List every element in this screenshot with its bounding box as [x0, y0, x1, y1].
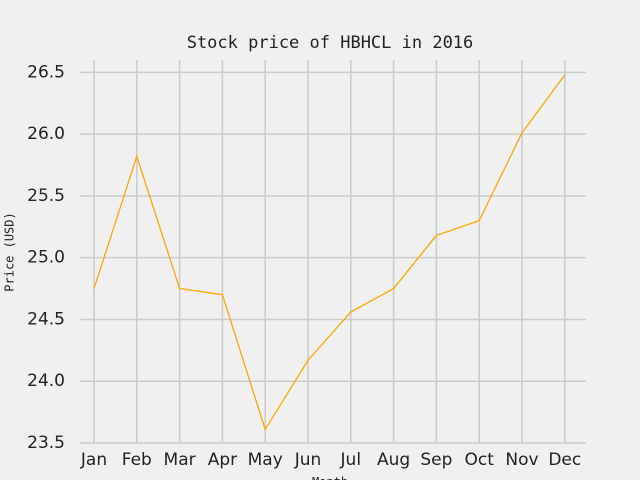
- x-tick-label: Feb: [122, 450, 152, 470]
- x-tick-label: Dec: [548, 450, 581, 470]
- x-tick-label: Aug: [377, 450, 410, 470]
- y-tick-label: 23.5: [27, 433, 65, 453]
- y-tick-label: 25.5: [27, 186, 65, 206]
- x-tick-label: May: [248, 450, 283, 470]
- x-tick-label: Oct: [464, 450, 494, 470]
- x-tick-label: Nov: [505, 450, 538, 470]
- y-tick-label: 26.0: [27, 124, 65, 144]
- y-axis-label: Price (USD): [3, 212, 17, 291]
- y-tick-label: 24.0: [27, 371, 65, 391]
- x-tick-label: Apr: [208, 450, 237, 470]
- x-tick-label: Jun: [294, 450, 322, 470]
- x-tick-label: Sep: [420, 450, 452, 470]
- chart-title: Stock price of HBHCL in 2016: [187, 33, 474, 53]
- x-tick-label: Jul: [340, 450, 362, 470]
- price-line: [93, 74, 566, 431]
- x-tick-label: Mar: [164, 450, 196, 470]
- y-tick-label: 24.5: [27, 309, 65, 329]
- y-tick-label: 26.5: [27, 62, 65, 82]
- x-tick-label: Jan: [80, 450, 107, 470]
- x-axis-label: Month: [312, 475, 348, 480]
- y-tick-label: 25.0: [27, 248, 65, 268]
